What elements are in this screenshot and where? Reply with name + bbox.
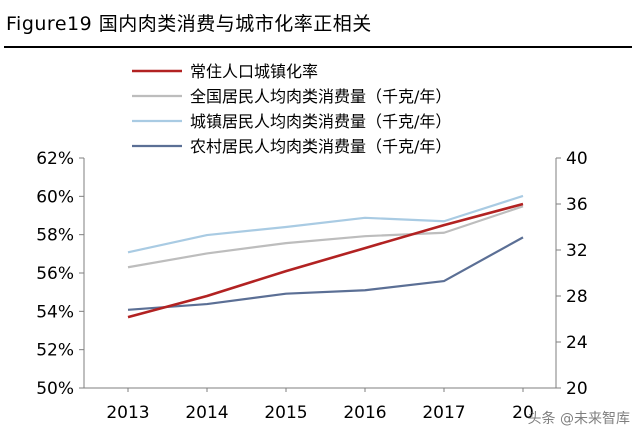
right-tick-label: 20 (566, 379, 588, 399)
right-tick-label: 28 (566, 287, 588, 307)
left-tick-label: 62% (36, 149, 74, 169)
series-line-4 (127, 236, 524, 311)
x-tick-label: 20 (512, 403, 534, 423)
left-tick-label: 58% (36, 226, 74, 246)
left-tick-label: 50% (36, 379, 74, 399)
x-tick-label: 2016 (343, 403, 386, 423)
legend-label: 农村居民人均肉类消费量（千克/年） (190, 137, 451, 156)
legend-label: 常住人口城镇化率 (190, 62, 318, 81)
right-tick-label: 36 (566, 195, 588, 215)
right-tick-label: 24 (566, 333, 588, 353)
left-tick-label: 56% (36, 264, 74, 284)
x-tick-label: 2017 (422, 403, 465, 423)
title-divider (4, 46, 632, 48)
right-tick-label: 32 (566, 241, 588, 261)
left-tick-label: 54% (36, 302, 74, 322)
left-tick-label: 60% (36, 187, 74, 207)
legend-label: 全国居民人均肉类消费量（千克/年） (190, 87, 451, 106)
series-line-3 (127, 194, 524, 254)
right-tick-label: 40 (566, 149, 588, 169)
x-tick-label: 2014 (185, 403, 228, 423)
legend-label: 城镇居民人均肉类消费量（千克/年） (190, 112, 451, 131)
figure-title: Figure19 国内肉类消费与城市化率正相关 (6, 13, 372, 35)
left-tick-label: 52% (36, 341, 74, 361)
watermark: 头条 @未来智库 (527, 411, 630, 427)
x-tick-label: 2013 (106, 403, 149, 423)
series-line-1 (127, 202, 524, 319)
x-tick-label: 2015 (264, 403, 307, 423)
series-line-2 (127, 205, 524, 269)
